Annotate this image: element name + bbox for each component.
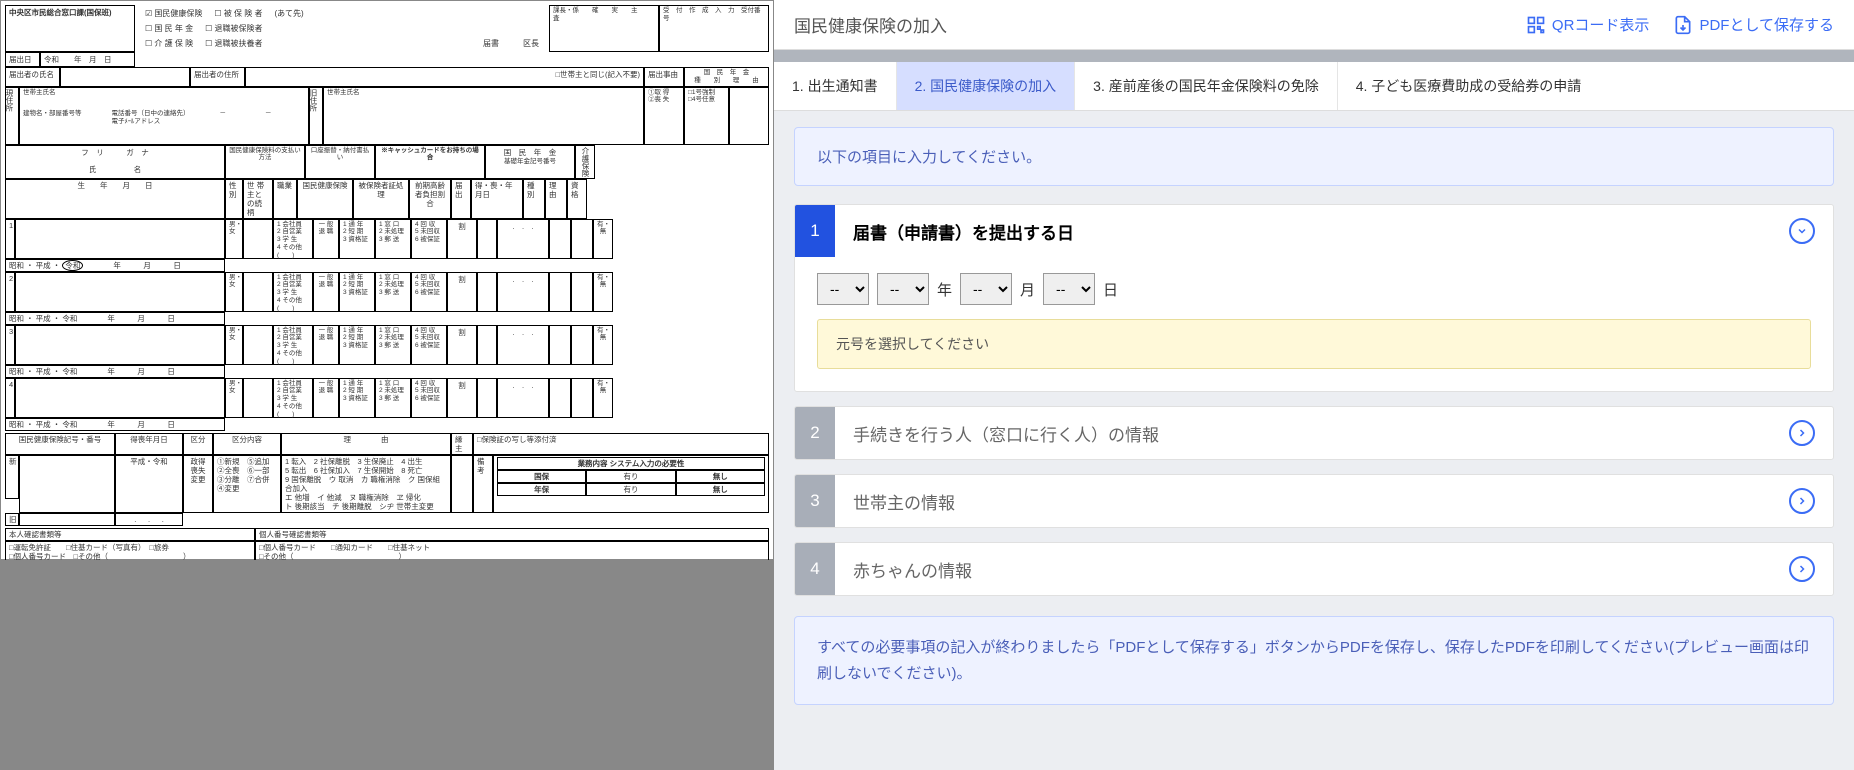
- header-bar: 国民健康保険の加入 QRコード表示 PDFとして保存する: [774, 0, 1854, 50]
- section-number: 1: [795, 205, 835, 257]
- section-2: 2手続きを行う人（窓口に行く人）の情報: [794, 406, 1834, 460]
- reiwa-date: 令和 年 月 日: [40, 52, 135, 67]
- section-title: 赤ちゃんの情報: [835, 557, 1789, 582]
- info-banner: 以下の項目に入力してください。: [794, 127, 1834, 186]
- page-title: 国民健康保険の加入: [794, 12, 1526, 37]
- month-select[interactable]: --: [960, 273, 1012, 305]
- year-select[interactable]: --: [877, 273, 929, 305]
- preview-empty-area: [0, 560, 774, 770]
- gray-divider: [774, 50, 1854, 62]
- section-number: 2: [795, 407, 835, 459]
- month-label: 月: [1020, 279, 1035, 300]
- section-header-4[interactable]: 4赤ちゃんの情報: [795, 543, 1833, 595]
- top-approval-1: 課長・係 確 実 主 査: [549, 5, 659, 52]
- section-number: 4: [795, 543, 835, 595]
- chk-kaigo: ☐ 介 護 保 険: [145, 38, 193, 49]
- section-title: 届書（申請書）を提出する日: [835, 219, 1789, 244]
- date-input-row: ----年--月--日: [817, 273, 1811, 305]
- addr-label: 届出者の住所: [190, 67, 245, 87]
- validation-warning: 元号を選択してください: [817, 319, 1811, 369]
- top-approval-2: 受 付 作 成 入 力 受付番号: [659, 5, 769, 52]
- jiyu-label: 届出事由: [644, 67, 684, 87]
- day-select[interactable]: --: [1043, 273, 1095, 305]
- kyujusho: 旧住所: [309, 87, 323, 145]
- footer-banner: すべての必要事項の記入が終わりましたら「PDFとして保存する」ボタンからPDFを…: [794, 616, 1834, 705]
- name-label: 届出者の氏名: [5, 67, 60, 87]
- chk-hihokensha: ☐ 被 保 険 者: [214, 8, 262, 19]
- year-label: 年: [937, 279, 952, 300]
- era-select[interactable]: --: [817, 273, 869, 305]
- chevron-right-icon: [1789, 488, 1815, 514]
- qr-code-button[interactable]: QRコード表示: [1526, 14, 1650, 35]
- step-tabs: 1. 出生通知書2. 国民健康保険の加入3. 産前産後の国民年金保険料の免除4.…: [774, 62, 1854, 111]
- tab-step-3[interactable]: 3. 産前産後の国民年金保険料の免除: [1075, 62, 1338, 110]
- section-header-3[interactable]: 3世帯主の情報: [795, 475, 1833, 527]
- chevron-right-icon: [1789, 556, 1815, 582]
- day-label: 日: [1103, 279, 1118, 300]
- section-body: ----年--月--日元号を選択してください: [795, 257, 1833, 391]
- section-header-2[interactable]: 2手続きを行う人（窓口に行く人）の情報: [795, 407, 1833, 459]
- genjusho: 現住所: [5, 87, 19, 145]
- form-preview-pane: 中央区市民総合窓口課(国保班) ☑ 国民健康保険 ☐ 被 保 険 者 (あて先)…: [0, 0, 774, 770]
- section-number: 3: [795, 475, 835, 527]
- chevron-right-icon: [1789, 420, 1815, 446]
- tab-step-1[interactable]: 1. 出生通知書: [774, 62, 897, 110]
- chk-taishoku: ☐ 退職被保険者: [205, 23, 262, 34]
- section-title: 手続きを行う人（窓口に行く人）の情報: [835, 421, 1789, 446]
- input-panel: 国民健康保険の加入 QRコード表示 PDFとして保存する 1. 出生通知書2. …: [774, 0, 1854, 770]
- section-3: 3世帯主の情報: [794, 474, 1834, 528]
- same-household: □世帯主と同じ(記入不要): [245, 67, 644, 87]
- section-title: 世帯主の情報: [835, 489, 1789, 514]
- section-1: 1届書（申請書）を提出する日----年--月--日元号を選択してください: [794, 204, 1834, 392]
- chk-nenkin: ☐ 国 民 年 金: [145, 23, 193, 34]
- paper-form-preview: 中央区市民総合窓口課(国保班) ☑ 国民健康保険 ☐ 被 保 険 者 (あて先)…: [0, 0, 774, 560]
- kucho: 届書 区長: [483, 38, 539, 49]
- todokede-label: 届出日: [5, 52, 40, 67]
- qr-icon: [1526, 15, 1546, 35]
- download-icon: [1673, 15, 1693, 35]
- dept-label: 中央区市民総合窓口課(国保班): [5, 5, 135, 52]
- chk-kokuho: ☑ 国民健康保険: [145, 8, 202, 19]
- tab-step-2[interactable]: 2. 国民健康保険の加入: [897, 62, 1076, 110]
- chevron-down-icon: [1789, 218, 1815, 244]
- section-header-1[interactable]: 1届書（申請書）を提出する日: [795, 205, 1833, 257]
- section-4: 4赤ちゃんの情報: [794, 542, 1834, 596]
- atesaki: (あて先): [274, 8, 303, 19]
- chk-taishoku2: ☐ 退職被扶養者: [205, 38, 262, 49]
- tab-step-4[interactable]: 4. 子ども医療費助成の受給券の申請: [1338, 62, 1600, 110]
- content-area: 以下の項目に入力してください。 1届書（申請書）を提出する日----年--月--…: [774, 111, 1854, 770]
- save-pdf-button[interactable]: PDFとして保存する: [1673, 14, 1834, 35]
